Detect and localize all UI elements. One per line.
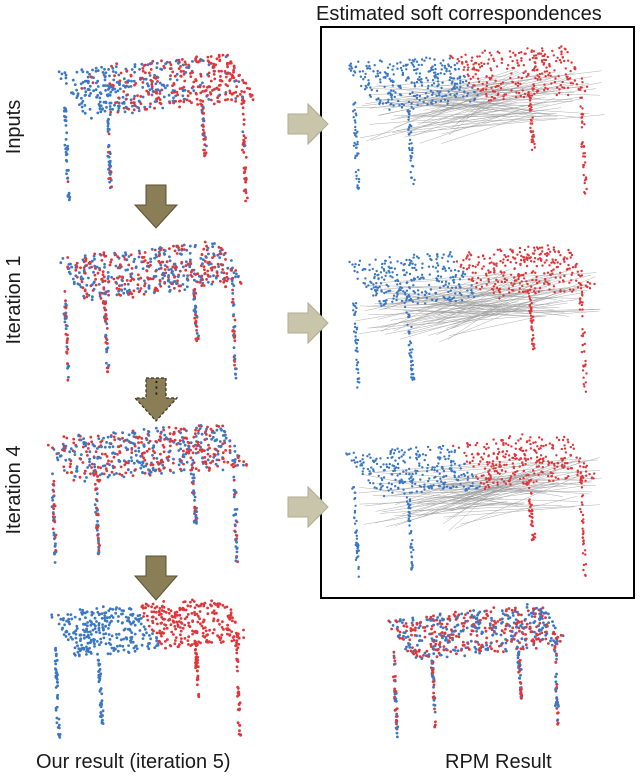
row-label-iteration-4: Iteration 4 — [3, 445, 25, 535]
right-arrow-icon — [287, 301, 329, 345]
our-result-label: Our result (iteration 5) — [36, 751, 231, 773]
down-arrow-icon — [133, 377, 179, 422]
ellipsis-glyph: ⋮ — [148, 378, 165, 397]
point-clouds — [46, 45, 605, 739]
point-cloud-iteration-1 — [59, 240, 243, 382]
point-cloud-our-result — [50, 598, 246, 739]
correspondence-title: Estimated soft correspondences — [316, 3, 602, 25]
right-arrow-icon — [287, 102, 329, 146]
correspondence-panel-iteration-4 — [345, 433, 602, 578]
down-arrow-icon — [133, 184, 179, 229]
point-cloud-inputs — [57, 53, 255, 203]
correspondence-box — [320, 26, 635, 599]
down-arrow-icon — [133, 555, 179, 601]
rpm-result-label: RPM Result — [445, 751, 552, 773]
correspondence-panel-inputs — [348, 45, 605, 195]
point-cloud-iteration-4 — [46, 424, 248, 564]
point-cloud-rpm-result — [387, 603, 565, 739]
row-label-inputs: Inputs — [3, 99, 25, 155]
row-label-iteration-1: Iteration 1 — [3, 255, 25, 345]
correspondence-panel-iteration-1 — [348, 244, 601, 393]
right-arrow-icon — [287, 485, 329, 529]
